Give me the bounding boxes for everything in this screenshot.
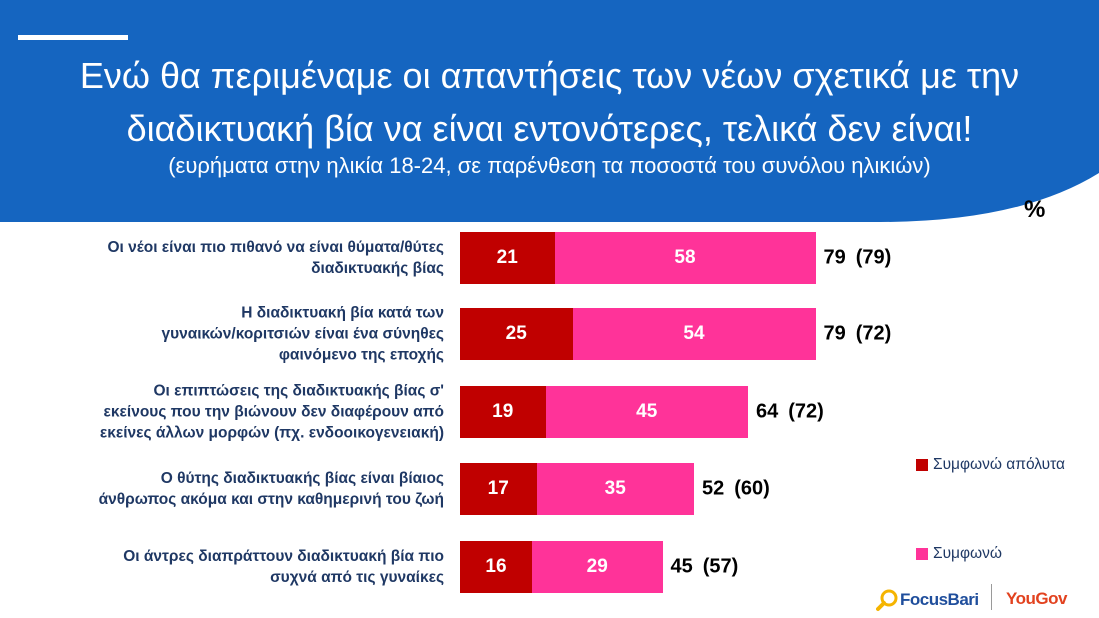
unit-label: %	[1024, 196, 1046, 223]
row-total: 79 (79)	[824, 247, 892, 270]
category-label-line: φαινόμενο της εποχής	[278, 346, 444, 364]
total-value: 79	[823, 246, 846, 269]
total-all-ages: (72)	[788, 400, 824, 423]
total-all-ages: (60)	[734, 477, 770, 500]
legend-item-absolute-agree: Συμφωνώ απόλυτα	[916, 456, 1065, 474]
legend-swatch-absolute-agree	[916, 459, 928, 471]
data-label: 45	[636, 401, 658, 422]
total-value: 64	[756, 400, 779, 423]
category-label-line: Οι επιπτώσεις της διαδικτυακής βίας σ'	[153, 382, 444, 400]
category-label-line: διαδικτυακής βίας	[311, 260, 444, 277]
category-label-line: συχνά από τις γυναίκες	[270, 569, 444, 586]
legend-label-agree: Συμφωνώ	[933, 545, 1002, 562]
total-value: 45	[670, 555, 693, 578]
row-total: 79 (72)	[824, 323, 892, 346]
legend-label-absolute-agree: Συμφωνώ απόλυτα	[933, 456, 1065, 473]
bar-agree: 54	[572, 308, 816, 360]
row-total: 64 (72)	[756, 401, 824, 424]
bar-absolute-agree: 17	[460, 463, 537, 515]
category-label-line: Ο θύτης διαδικτυακής βίας είναι βίαιος	[160, 470, 444, 487]
total-all-ages: (79)	[855, 246, 892, 269]
category-label-line: γυναικών/κοριτσιών είναι ένα σύνηθες	[161, 325, 444, 343]
bar-absolute-agree: 16	[460, 541, 532, 593]
data-label: 35	[604, 478, 626, 499]
data-label: 17	[487, 478, 509, 499]
legend-item-agree: Συμφωνώ	[916, 545, 1002, 563]
category-label: Οι επιπτώσεις της διαδικτυακής βίας σ' εκ…	[24, 381, 444, 444]
data-label: 21	[496, 247, 518, 268]
total-all-ages: (57)	[702, 555, 739, 578]
bar-absolute-agree: 21	[460, 232, 555, 284]
row-total: 45 (57)	[671, 556, 739, 579]
bar-agree: 35	[536, 463, 694, 515]
data-label: 25	[505, 323, 527, 344]
yougov-logo: YouGov	[1006, 589, 1067, 608]
category-label-line: Η διαδικτυακή βία κατά των	[241, 304, 444, 322]
bar-agree: 58	[554, 232, 816, 284]
magnifier-icon	[876, 589, 898, 611]
row-total: 52 (60)	[702, 478, 770, 501]
data-label: 29	[586, 556, 608, 577]
category-label-line: εκείνους που την βιώνουν δεν διαφέρουν α…	[103, 403, 444, 421]
data-label: 58	[674, 247, 696, 268]
category-label: Ο θύτης διαδικτυακής βίας είναι βίαιος άν…	[24, 468, 444, 510]
bar-agree: 45	[545, 386, 748, 438]
title-line-1: Ενώ θα περιμέναμε οι απαντήσεις των νέων…	[79, 55, 1020, 96]
category-label-line: άνθρωπος ακόμα και στην καθημερινή του ζ…	[98, 491, 444, 508]
category-label-line: εκείνες άλλων μορφών (πχ. ενδοοικογενεια…	[99, 424, 444, 442]
header-band	[0, 0, 1099, 222]
bar-absolute-agree: 19	[460, 386, 546, 438]
title-line-2: διαδικτυακή βία να είναι εντονότερες, τε…	[126, 108, 973, 149]
data-label: 54	[683, 323, 705, 344]
subtitle: (ευρήματα στην ηλικία 18-24, σε παρένθεσ…	[168, 153, 931, 178]
focusbari-logo-text: FocusBari	[900, 590, 979, 609]
focusbari-logo: FocusBari	[876, 588, 979, 612]
category-label: Οι άντρες διαπράττουν διαδικτυακή βία πι…	[24, 546, 444, 588]
total-value: 52	[702, 477, 725, 500]
category-label: Οι νέοι είναι πιο πιθανό να είναι θύματα…	[24, 237, 444, 279]
bar-absolute-agree: 25	[460, 308, 573, 360]
category-label-line: Οι άντρες διαπράττουν διαδικτυακή βία πι…	[123, 548, 444, 565]
bar-agree: 29	[532, 541, 663, 593]
category-label: Η διαδικτυακή βία κατά των γυναικών/κοριτ…	[24, 303, 444, 366]
header-accent-line	[18, 35, 128, 40]
total-value: 79	[823, 322, 846, 345]
category-label-line: Οι νέοι είναι πιο πιθανό να είναι θύματα…	[107, 239, 444, 256]
data-label: 16	[485, 556, 507, 577]
total-all-ages: (72)	[855, 322, 892, 345]
data-label: 19	[492, 401, 514, 422]
logo-divider	[991, 584, 992, 610]
legend-swatch-agree	[916, 548, 928, 560]
